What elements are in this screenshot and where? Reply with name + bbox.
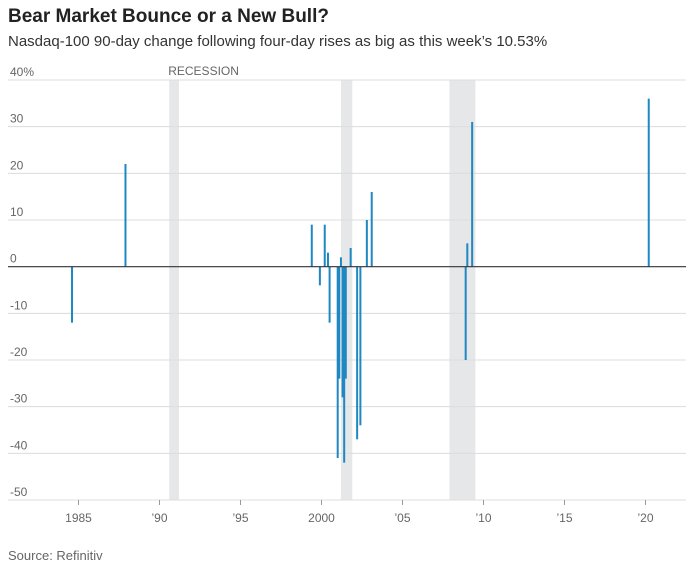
y-tick-label: 40% (10, 65, 34, 79)
x-tick-label: ’90 (151, 511, 167, 525)
bar (356, 266, 359, 440)
bar-chart: 40% 30 20 10 0 -10 -20 -30 -40 -50 1985 ’90 ’95 2000… (8, 64, 686, 525)
bar (338, 266, 341, 379)
y-tick-label: 20 (10, 158, 24, 172)
bar (359, 266, 362, 426)
y-tick-label: 0 (10, 252, 17, 266)
bar (323, 224, 326, 267)
recession-band (169, 80, 179, 500)
bar (370, 192, 373, 267)
y-tick-label: 30 (10, 112, 24, 126)
y-tick-label: -10 (10, 298, 28, 312)
bar (343, 266, 346, 463)
x-tick-label: ’15 (556, 511, 572, 525)
y-axis-ticks: 40% 30 20 10 0 -10 -20 -30 -40 -50 (10, 65, 34, 499)
x-tick-label: ’20 (637, 511, 653, 525)
bar-series (71, 98, 650, 463)
x-axis-ticks: 1985 ’90 ’95 2000 ’05 ’10 ’15 ’20 (38, 499, 686, 525)
y-tick-label: -50 (10, 485, 28, 499)
bar (124, 164, 127, 267)
bar (344, 266, 347, 379)
x-tick-label: ’05 (394, 511, 410, 525)
recession-shading (169, 80, 476, 500)
y-tick-label: -20 (10, 345, 28, 359)
bar (339, 257, 342, 267)
x-tick-label: ’10 (475, 511, 491, 525)
bar (341, 266, 344, 398)
bar (466, 243, 469, 267)
bar (365, 220, 368, 267)
y-tick-label: -30 (10, 392, 28, 406)
bar (326, 252, 329, 267)
x-tick-label: 2000 (308, 511, 335, 525)
source-note: Source: Refinitiv (8, 548, 103, 563)
x-tick-label: ’95 (232, 511, 248, 525)
recession-band (449, 80, 476, 500)
bar (310, 224, 313, 267)
chart-subtitle: Nasdaq-100 90-day change following four-… (8, 33, 548, 50)
gridlines (8, 79, 686, 501)
bar (336, 266, 339, 458)
chart-title: Bear Market Bounce or a New Bull? (8, 6, 329, 27)
recession-label: RECESSION (168, 64, 239, 78)
bar (647, 98, 650, 267)
bar (318, 266, 321, 286)
x-tick-label: 1985 (65, 511, 92, 525)
bar (71, 266, 74, 323)
bar (328, 266, 331, 323)
bar (471, 122, 474, 267)
bar (464, 266, 467, 360)
y-tick-label: 10 (10, 205, 24, 219)
bar (349, 248, 352, 267)
y-tick-label: -40 (10, 438, 28, 452)
